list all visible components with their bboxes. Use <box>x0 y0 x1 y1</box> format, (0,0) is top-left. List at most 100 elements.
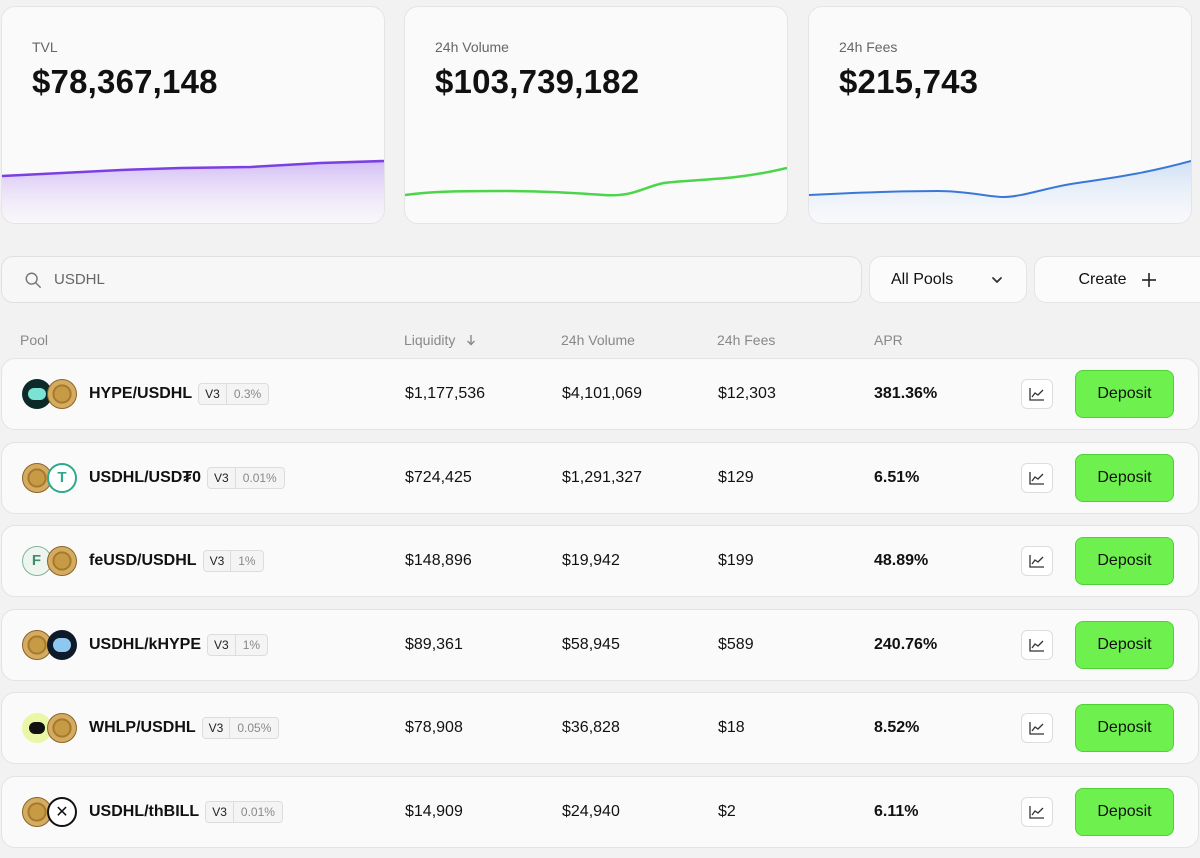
version-label: V3 <box>203 718 231 738</box>
deposit-button[interactable]: Deposit <box>1075 621 1174 669</box>
fees-cell: $199 <box>718 552 754 569</box>
version-label: V3 <box>199 384 227 404</box>
usdhl-token-icon <box>47 379 77 409</box>
pool-chart-button[interactable] <box>1021 630 1053 660</box>
volume-card: 24h Volume $103,739,182 <box>404 6 788 224</box>
header-volume: 24h Volume <box>561 332 635 348</box>
pool-pair[interactable]: HYPE/USDHL V3 0.3% <box>89 383 270 405</box>
fees-value: $215,743 <box>839 63 979 100</box>
apr-cell: 240.76% <box>874 636 938 653</box>
pair-icons <box>22 713 82 745</box>
apr-cell: 8.52% <box>874 719 920 736</box>
fee-tier-label: 0.01% <box>242 471 277 485</box>
volume-cell: $58,945 <box>562 636 620 653</box>
pool-badge: V3 0.01% <box>205 801 283 823</box>
fees-sparkline <box>809 160 1191 223</box>
version-label: V3 <box>204 551 232 571</box>
version-label: V3 <box>208 468 236 488</box>
fee-tier-label: 0.01% <box>240 805 275 819</box>
header-fees: 24h Fees <box>717 332 776 348</box>
table-row[interactable]: USDHL/USD₮0 V3 0.01% $724,425 $1,291,327 $129… <box>1 442 1199 514</box>
volume-value: $103,739,182 <box>435 63 640 100</box>
header-liquidity[interactable]: Liquidity <box>404 332 477 348</box>
liquidity-cell: $1,177,536 <box>405 385 486 402</box>
fee-tier-label: 1% <box>242 638 261 652</box>
pair-icons <box>22 463 82 495</box>
search-icon <box>25 272 41 288</box>
thbill-token-icon <box>47 797 77 827</box>
chart-icon <box>1029 806 1044 819</box>
deposit-button[interactable]: Deposit <box>1075 537 1174 585</box>
table-row[interactable]: USDHL/kHYPE V3 1% $89,361 $58,945 $589 240.76%… <box>1 609 1199 681</box>
chevron-down-icon <box>992 276 1002 283</box>
fees-cell: $18 <box>718 719 745 736</box>
pair-name: USDHL/thBILL <box>89 803 200 820</box>
pair-icons <box>22 630 82 662</box>
pair-icons <box>22 546 82 578</box>
table-row[interactable]: WHLP/USDHL V3 0.05% $78,908 $36,828 $18 8.52% D… <box>1 692 1199 764</box>
tvl-sparkline <box>2 159 384 223</box>
search-input[interactable] <box>54 271 754 288</box>
pool-filter-dropdown[interactable]: All Pools <box>869 256 1027 303</box>
pool-pair[interactable]: USDHL/kHYPE V3 1% <box>89 634 269 656</box>
pool-badge: V3 0.3% <box>198 383 270 405</box>
create-label: Create <box>1078 270 1127 288</box>
volume-cell: $24,940 <box>562 803 620 820</box>
apr-cell: 48.89% <box>874 552 929 569</box>
pool-badge: V3 1% <box>207 634 269 656</box>
chart-icon <box>1029 639 1044 652</box>
pool-pair[interactable]: USDHL/USD₮0 V3 0.01% <box>89 467 285 489</box>
liquidity-cell: $14,909 <box>405 803 463 820</box>
fee-tier-label: 1% <box>238 554 256 568</box>
pool-chart-button[interactable] <box>1021 546 1053 576</box>
volume-cell: $19,942 <box>562 552 620 569</box>
pool-chart-button[interactable] <box>1021 463 1053 493</box>
chart-icon <box>1029 472 1044 485</box>
tvl-value: $78,367,148 <box>32 63 218 100</box>
header-apr: APR <box>874 332 903 348</box>
usdhl-token-icon <box>47 546 77 576</box>
chart-icon <box>1029 555 1044 568</box>
pool-pair[interactable]: feUSD/USDHL V3 1% <box>89 550 264 572</box>
pool-filter-label: All Pools <box>891 270 954 288</box>
deposit-button[interactable]: Deposit <box>1075 454 1174 502</box>
volume-sparkline <box>405 166 787 197</box>
deposit-button[interactable]: Deposit <box>1075 704 1174 752</box>
apr-cell: 6.51% <box>874 469 920 486</box>
pool-chart-button[interactable] <box>1021 713 1053 743</box>
pool-chart-button[interactable] <box>1021 379 1053 409</box>
pair-icons <box>22 379 82 411</box>
version-label: V3 <box>206 802 234 822</box>
tvl-label: TVL <box>32 39 58 55</box>
volume-cell: $36,828 <box>562 719 620 736</box>
usdt-token-icon <box>47 463 77 493</box>
pair-name: WHLP/USDHL <box>89 719 196 736</box>
pair-name: HYPE/USDHL <box>89 385 193 402</box>
volume-cell: $4,101,069 <box>562 385 643 402</box>
deposit-button[interactable]: Deposit <box>1075 788 1174 836</box>
apr-cell: 6.11% <box>874 803 919 820</box>
chart-icon <box>1029 722 1044 735</box>
fees-label: 24h Fees <box>839 39 898 55</box>
khype-token-icon <box>47 630 77 660</box>
plus-icon <box>1141 272 1156 287</box>
usdhl-token-icon <box>47 713 77 743</box>
pool-pair[interactable]: USDHL/thBILL V3 0.01% <box>89 801 283 823</box>
search-bar[interactable] <box>1 256 862 303</box>
fee-tier-label: 0.3% <box>233 387 262 401</box>
chart-icon <box>1029 388 1044 401</box>
table-row[interactable]: feUSD/USDHL V3 1% $148,896 $19,942 $199 48.89%… <box>1 525 1199 597</box>
liquidity-cell: $89,361 <box>405 636 463 653</box>
header-liquidity-label: Liquidity <box>404 332 456 348</box>
pool-chart-button[interactable] <box>1021 797 1053 827</box>
fees-cell: $12,303 <box>718 385 776 402</box>
tvl-card: TVL $78,367,148 <box>1 6 385 224</box>
table-row[interactable]: HYPE/USDHL V3 0.3% $1,177,536 $4,101,069 $12,… <box>1 358 1199 430</box>
fees-cell: $2 <box>718 803 736 820</box>
pool-badge: V3 1% <box>202 550 264 572</box>
deposit-button[interactable]: Deposit <box>1075 370 1174 418</box>
pair-name: USDHL/kHYPE <box>89 636 202 653</box>
pool-pair[interactable]: WHLP/USDHL V3 0.05% <box>89 717 280 739</box>
create-button[interactable]: Create <box>1034 256 1200 303</box>
table-row[interactable]: USDHL/thBILL V3 0.01% $14,909 $24,940 $2 6.11%… <box>1 776 1199 848</box>
